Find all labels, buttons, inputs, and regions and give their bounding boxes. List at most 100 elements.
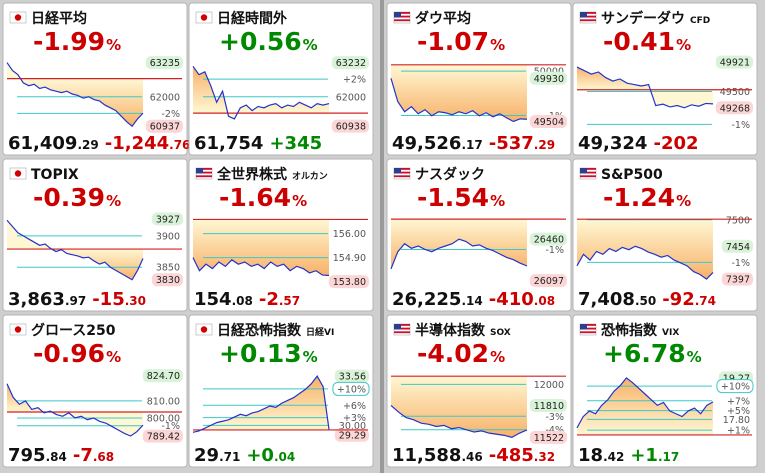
level-label: +7% xyxy=(727,396,750,407)
flag-stripe xyxy=(196,175,212,178)
change-main: -15 xyxy=(92,289,125,310)
card-name: 日経時間外 xyxy=(217,10,287,27)
card: ナスダック-1.54% 26460-1% 26097 26,225.14 -410.08 xyxy=(386,158,572,312)
card-background xyxy=(2,314,188,468)
change-frac: .32 xyxy=(534,450,555,464)
price-main: 49,526 xyxy=(392,133,461,154)
card: 半導体指数 SOX-4.02%1200011810-3%-4%1152211,58… xyxy=(386,314,572,468)
percent-unit: % xyxy=(292,192,307,210)
price-main: 11,588 xyxy=(392,445,461,466)
flag-stripe xyxy=(394,19,410,22)
label-box xyxy=(529,274,567,288)
card: 恐怖指数 VIX+6.78%19.27+10%+7%+5%17.80+1%18.4… xyxy=(572,314,758,468)
price-frac: .71 xyxy=(219,450,240,464)
price-line xyxy=(192,375,330,433)
price-line xyxy=(192,65,330,120)
card-background xyxy=(2,158,188,312)
level-label: 17.80 xyxy=(723,415,750,426)
level-label: +5% xyxy=(727,406,750,417)
level-label: -1% xyxy=(162,421,181,432)
label-box xyxy=(529,398,567,412)
label-box xyxy=(715,55,753,69)
label-box xyxy=(331,56,369,70)
card-background xyxy=(572,2,758,156)
level-label: -2% xyxy=(162,109,181,120)
area-fill xyxy=(391,64,527,122)
change-frac: .57 xyxy=(279,294,300,308)
card: サンデーダウ CFD-0.41%499214950049268-1%49,324-… xyxy=(572,2,758,156)
price-frac: .97 xyxy=(65,294,86,308)
card: グロース250-0.96% 824.70 810.00 800.00-1%789.42… xyxy=(2,314,188,468)
card-title: ナスダック xyxy=(415,166,485,183)
price-frac: .08 xyxy=(232,294,253,308)
flag-stripe xyxy=(394,324,410,326)
percent-value: -0.41 xyxy=(603,27,675,56)
level-label: 49921 xyxy=(720,58,750,69)
flag-stripe xyxy=(394,168,410,170)
label-box xyxy=(142,369,183,383)
flag-canton xyxy=(394,168,401,174)
area-fill xyxy=(7,220,143,280)
flag-stripe xyxy=(394,12,410,14)
price-row: 26,225.14 -410.08 xyxy=(392,289,555,310)
percent-unit: % xyxy=(490,348,505,366)
percent-value: -1.07 xyxy=(417,27,489,56)
price-row: 11,588.46 -485.32 xyxy=(392,445,555,466)
flag-stripe xyxy=(580,19,596,22)
change-percent: +6.78% xyxy=(603,339,702,368)
card-title: TOPIX xyxy=(31,167,79,183)
price-row: 61,754 +345 xyxy=(194,133,322,154)
price-main: 29 xyxy=(194,445,219,466)
change-main: -410 xyxy=(489,289,534,310)
level-label: 156.00 xyxy=(333,229,366,240)
level-label: +6% xyxy=(343,401,366,412)
card: 日経時間外+0.56% 63232 +2% 62000 60938 61,754 +345 xyxy=(188,2,374,156)
card-tag: CFD xyxy=(690,16,710,26)
flag-stripe xyxy=(394,175,410,178)
card: S&P500-1.24% 7500 7454 -1% 7397 7,408.50 -92.7… xyxy=(572,158,758,312)
change-percent: -1.99% xyxy=(33,27,121,56)
level-label: 49500 xyxy=(720,87,750,98)
card-title: 恐怖指数 VIX xyxy=(601,322,679,339)
price-row: 154.08 -2.57 xyxy=(194,289,300,310)
price-frac: .17 xyxy=(461,138,482,152)
card: 日経恐怖指数 日経VI+0.13%33.56+10%+6%+3%30.0029.2… xyxy=(188,314,374,468)
card-title: 全世界株式 オルカン xyxy=(216,166,328,183)
card-title: 日経平均 xyxy=(31,10,87,27)
level-label: -4% xyxy=(546,425,565,436)
change-main: -92 xyxy=(662,289,695,310)
percent-value: -1.99 xyxy=(33,27,105,56)
price-main: 795 xyxy=(8,445,46,466)
level-label: 49504 xyxy=(534,117,564,128)
level-label: 49930 xyxy=(534,74,564,85)
level-label: 7397 xyxy=(726,275,750,286)
label-box xyxy=(331,119,369,133)
card-tag: VIX xyxy=(662,328,679,338)
change-percent: +0.56% xyxy=(219,27,318,56)
label-box xyxy=(716,379,754,394)
area-fill xyxy=(391,219,527,269)
percent-value: +0.13 xyxy=(219,339,302,368)
card-name: TOPIX xyxy=(31,167,79,183)
level-label: -1% xyxy=(546,245,565,256)
flag-icon xyxy=(195,11,213,24)
area-fill xyxy=(193,376,329,433)
change-percent: -4.02% xyxy=(417,339,505,368)
flag-disc xyxy=(14,170,22,177)
change-frac: .76 xyxy=(169,138,190,152)
card-title: S&P500 xyxy=(601,167,663,183)
change-percent: -0.41% xyxy=(603,27,691,56)
level-label: 3900 xyxy=(156,231,180,242)
change-main: +0 xyxy=(246,445,274,466)
change-main: -537 xyxy=(489,133,534,154)
level-label: +1% xyxy=(727,426,750,437)
level-label: +10% xyxy=(337,384,366,395)
label-box xyxy=(721,272,753,286)
flag-stripe xyxy=(580,15,596,18)
price-row: 3,863.97 -15.30 xyxy=(8,289,146,310)
level-label: 11522 xyxy=(534,433,564,444)
level-label: 62000 xyxy=(150,92,180,103)
percent-value: -0.96 xyxy=(33,339,105,368)
level-label: +10% xyxy=(721,382,750,393)
